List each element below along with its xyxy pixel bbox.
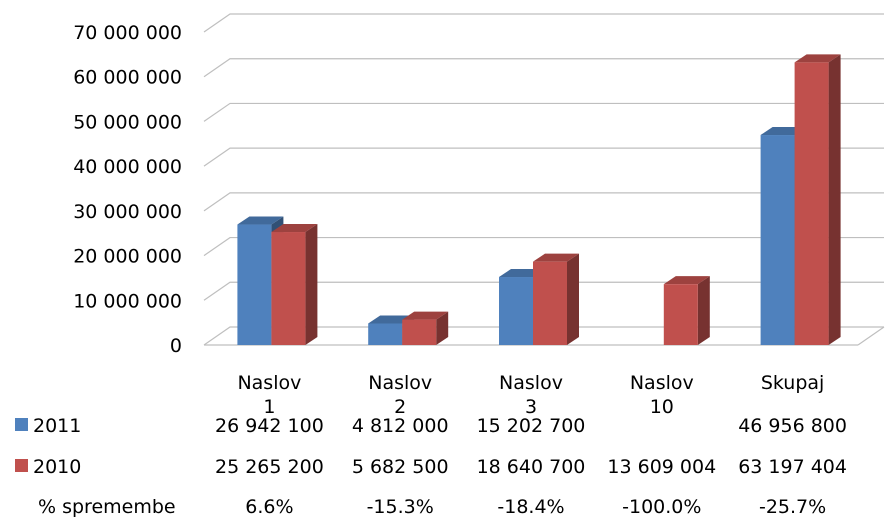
category-label: 10 (650, 396, 674, 418)
y-tick-label: 10 000 000 (73, 290, 182, 312)
bar (271, 224, 318, 345)
gridline (203, 147, 884, 167)
change-row-label: % spremembe (38, 496, 176, 518)
bar-top (794, 54, 841, 63)
gridline (203, 192, 884, 212)
bar-side (436, 311, 449, 345)
data-value: 15 202 700 (477, 415, 586, 437)
bar-side (697, 276, 710, 345)
category-label: 3 (525, 396, 537, 418)
floor-edge (857, 326, 885, 346)
y-axis-tick-labels: 0 10 000 000 20 000 000 30 000 000 40 000 00… (73, 22, 182, 357)
y-tick-label: 20 000 000 (73, 246, 182, 268)
change-value: -18.4% (497, 496, 564, 518)
bar-side (828, 54, 841, 345)
category-label: 1 (263, 396, 275, 418)
bar (533, 253, 579, 345)
bar-front (760, 135, 795, 345)
data-value: 5 682 500 (352, 456, 449, 478)
bar-top (402, 311, 449, 320)
bar-top (663, 276, 710, 285)
bar-side (567, 253, 579, 345)
y-tick-label: 30 000 000 (73, 201, 182, 223)
bar-top (237, 216, 284, 225)
legend-series-name: 2011 (33, 415, 81, 437)
bar-front (368, 323, 403, 345)
data-value: 25 265 200 (215, 456, 324, 478)
gridline (203, 58, 884, 78)
y-tick-label: 60 000 000 (73, 67, 182, 89)
gridline (203, 102, 884, 122)
data-value: 63 197 404 (738, 456, 847, 478)
bar-front (402, 319, 437, 345)
bar-front (499, 277, 533, 345)
category-label: Skupaj (761, 372, 825, 394)
legend-swatch (15, 459, 28, 472)
change-value: -25.7% (759, 496, 826, 518)
data-value: 4 812 000 (352, 415, 449, 437)
bars (237, 54, 841, 345)
data-value: 18 640 700 (477, 456, 586, 478)
bar (663, 276, 710, 345)
legend-series-name: 2010 (33, 456, 81, 478)
data-value: 46 956 800 (738, 415, 847, 437)
data-value: 26 942 100 (215, 415, 324, 437)
category-label: Naslov (499, 372, 563, 394)
bar-front (663, 284, 698, 345)
legend-swatch (15, 418, 28, 431)
change-value: -100.0% (622, 496, 701, 518)
y-tick-label: 50 000 000 (73, 111, 182, 133)
y-tick-label: 40 000 000 (73, 156, 182, 178)
category-label: 2 (394, 396, 406, 418)
gridline (203, 281, 884, 301)
data-table: 2011 26 942 100 4 812 000 15 202 700 46 956 … (15, 415, 847, 518)
bar (402, 311, 449, 345)
y-tick-label: 0 (170, 335, 182, 357)
change-value: 6.6% (245, 496, 293, 518)
category-label: Naslov (368, 372, 432, 394)
data-value: 13 609 004 (607, 456, 716, 478)
change-value: -15.3% (367, 496, 434, 518)
bar-top (533, 253, 579, 262)
category-label: Naslov (630, 372, 694, 394)
bar (794, 54, 841, 345)
bar-front (533, 261, 567, 345)
bar-side (305, 224, 318, 345)
bar-front (237, 224, 272, 345)
category-label: Naslov (237, 372, 301, 394)
bar-top (271, 224, 318, 233)
gridline (203, 13, 884, 33)
bar-front (794, 62, 829, 345)
gridline (203, 236, 884, 257)
bar-front (271, 232, 306, 345)
y-tick-label: 70 000 000 (73, 22, 182, 44)
